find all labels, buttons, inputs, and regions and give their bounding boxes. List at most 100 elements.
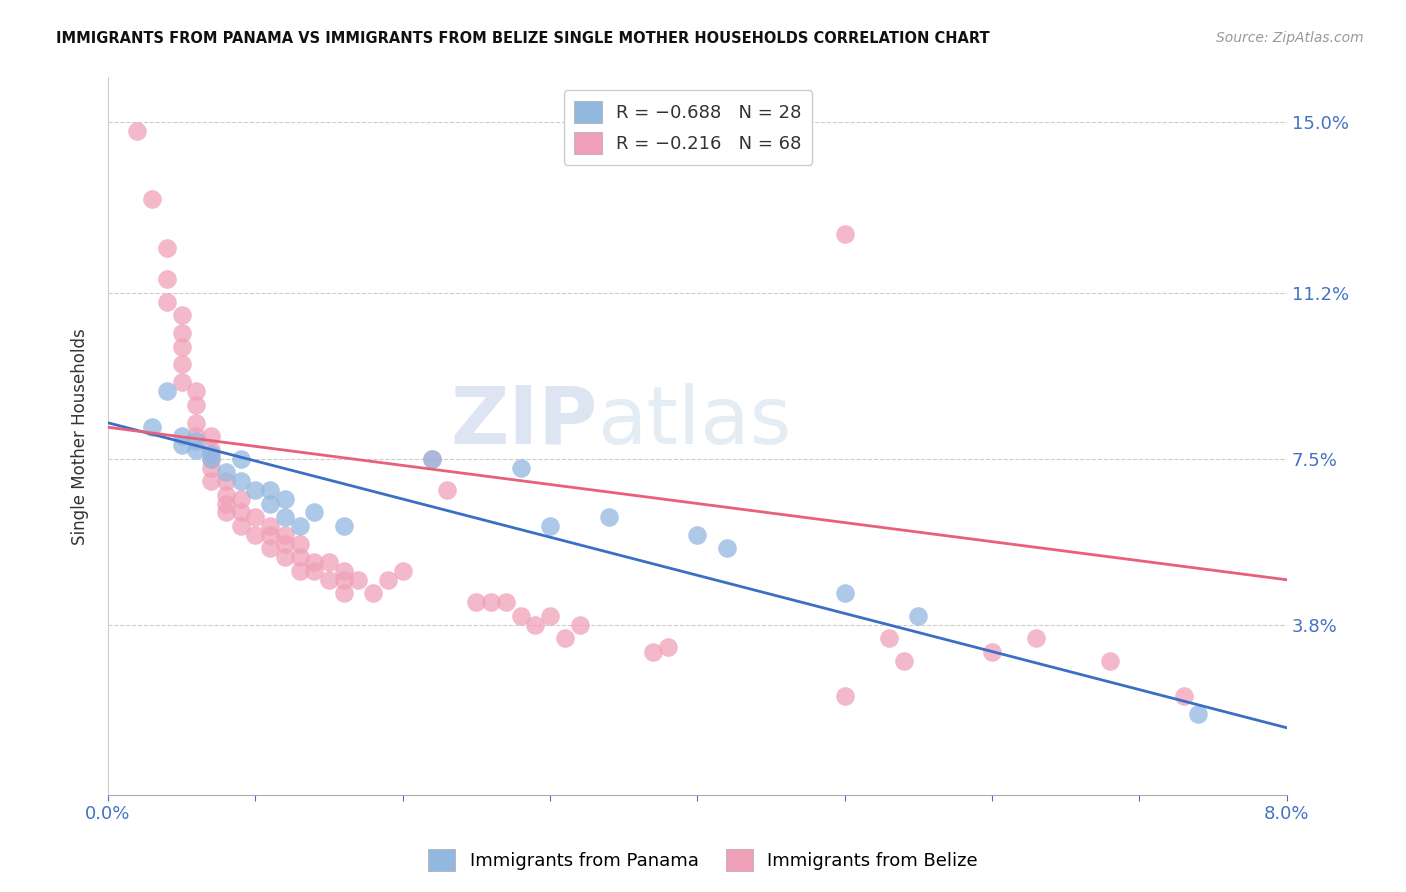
Point [200,447,222,461]
Point [259,496,281,510]
Point [215,474,238,488]
Point [834,586,856,600]
Legend: Immigrants from Panama, Immigrants from Belize: Immigrants from Panama, Immigrants from … [420,842,986,879]
Point [229,519,252,533]
Point [186,442,208,457]
Point [274,528,297,542]
Point [156,272,179,286]
Point [304,555,326,569]
Y-axis label: Single Mother Households: Single Mother Households [72,328,89,545]
Point [245,528,267,542]
Point [598,510,620,524]
Point [259,483,281,497]
Point [391,564,413,578]
Text: Source: ZipAtlas.com: Source: ZipAtlas.com [1216,31,1364,45]
Point [465,595,488,609]
Point [288,537,311,551]
Point [141,420,163,434]
Point [170,358,193,372]
Point [200,460,222,475]
Point [259,541,281,556]
Point [229,474,252,488]
Point [686,528,709,542]
Point [1098,653,1121,667]
Point [893,653,915,667]
Point [245,510,267,524]
Point [332,564,354,578]
Point [716,541,738,556]
Point [170,376,193,390]
Text: atlas: atlas [598,383,792,461]
Point [538,519,561,533]
Point [156,241,179,255]
Point [229,506,252,520]
Point [200,442,222,457]
Point [1173,690,1195,704]
Point [509,608,531,623]
Point [200,451,222,466]
Point [318,573,340,587]
Point [495,595,517,609]
Point [200,474,222,488]
Point [288,519,311,533]
Point [318,555,340,569]
Point [877,631,900,645]
Point [834,227,856,242]
Legend: R = −0.688   N = 28, R = −0.216   N = 68: R = −0.688 N = 28, R = −0.216 N = 68 [564,90,813,165]
Point [170,308,193,322]
Point [304,564,326,578]
Point [643,644,665,658]
Point [347,573,370,587]
Point [170,326,193,340]
Point [420,451,443,466]
Point [436,483,458,497]
Point [215,496,238,510]
Point [657,640,679,654]
Point [156,294,179,309]
Point [568,617,591,632]
Point [259,528,281,542]
Point [274,510,297,524]
Point [141,192,163,206]
Point [229,491,252,506]
Point [127,124,149,138]
Point [200,451,222,466]
Point [186,384,208,399]
Point [170,340,193,354]
Point [186,429,208,443]
Point [259,519,281,533]
Point [304,506,326,520]
Point [524,617,547,632]
Point [361,586,384,600]
Point [274,550,297,565]
Point [420,451,443,466]
Point [215,465,238,479]
Point [1187,707,1209,722]
Point [554,631,576,645]
Point [332,519,354,533]
Point [907,608,929,623]
Point [834,690,856,704]
Point [538,608,561,623]
Point [288,550,311,565]
Point [245,483,267,497]
Point [288,564,311,578]
Point [186,398,208,412]
Point [1025,631,1047,645]
Text: IMMIGRANTS FROM PANAMA VS IMMIGRANTS FROM BELIZE SINGLE MOTHER HOUSEHOLDS CORREL: IMMIGRANTS FROM PANAMA VS IMMIGRANTS FRO… [56,31,990,46]
Text: ZIP: ZIP [450,383,598,461]
Point [479,595,502,609]
Point [170,438,193,452]
Point [156,384,179,399]
Point [332,573,354,587]
Point [200,429,222,443]
Point [332,586,354,600]
Point [186,416,208,430]
Point [981,644,1004,658]
Point [509,460,531,475]
Point [274,491,297,506]
Point [229,451,252,466]
Point [170,429,193,443]
Point [215,506,238,520]
Point [215,487,238,501]
